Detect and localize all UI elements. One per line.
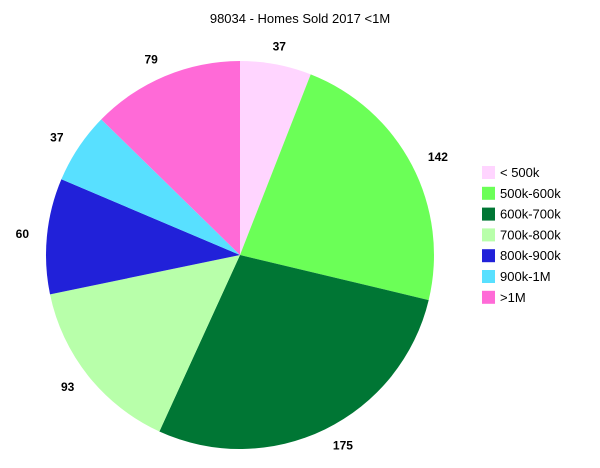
pie-data-labels: 37 142 175 93 60 37 79 bbox=[16, 40, 449, 453]
legend-label-700k-800k: 700k-800k bbox=[500, 227, 561, 242]
pie-slice-600k-700k bbox=[159, 255, 429, 449]
data-label-700k-800k: 93 bbox=[61, 380, 75, 394]
data-label-1m: 79 bbox=[144, 53, 158, 67]
legend-label-800k-900k: 800k-900k bbox=[500, 248, 561, 263]
legend-swatch-700k-800k bbox=[482, 228, 495, 242]
legend-swatch-1m bbox=[482, 290, 495, 304]
data-label-500k-600k: 142 bbox=[428, 150, 448, 164]
legend-label-900k-1m: 900k-1M bbox=[500, 269, 551, 284]
data-label-600k-700k: 175 bbox=[333, 439, 353, 453]
legend-label-500k: < 500k bbox=[500, 165, 540, 180]
pie-slice-500k bbox=[240, 61, 311, 255]
chart-title: 98034 - Homes Sold 2017 <1M bbox=[210, 11, 390, 26]
pie-slice-1m bbox=[101, 60, 241, 255]
legend-swatch-800k-900k bbox=[482, 249, 495, 263]
legend-label-500k-600k: 500k-600k bbox=[500, 186, 561, 201]
pie-slice-500k-600k bbox=[240, 74, 434, 301]
data-label-800k-900k: 60 bbox=[16, 227, 30, 241]
legend: < 500k 500k-600k 600k-700k 700k-800k 800k-90… bbox=[482, 165, 561, 305]
legend-label-600k-700k: 600k-700k bbox=[500, 207, 561, 222]
legend-swatch-500k-600k bbox=[482, 186, 495, 200]
data-label-500k: 37 bbox=[273, 40, 287, 54]
pie-slice-900k-1m bbox=[61, 119, 240, 255]
legend-label-1m: >1M bbox=[500, 290, 526, 305]
legend-swatch-900k-1m bbox=[482, 270, 495, 283]
pie-slices bbox=[45, 60, 434, 449]
pie-slice-700k-800k bbox=[50, 255, 240, 432]
legend-swatch-600k-700k bbox=[482, 207, 495, 221]
pie-slice-800k-900k bbox=[45, 179, 241, 295]
legend-swatch-500k bbox=[482, 166, 495, 179]
data-label-900k-1m: 37 bbox=[50, 131, 64, 145]
